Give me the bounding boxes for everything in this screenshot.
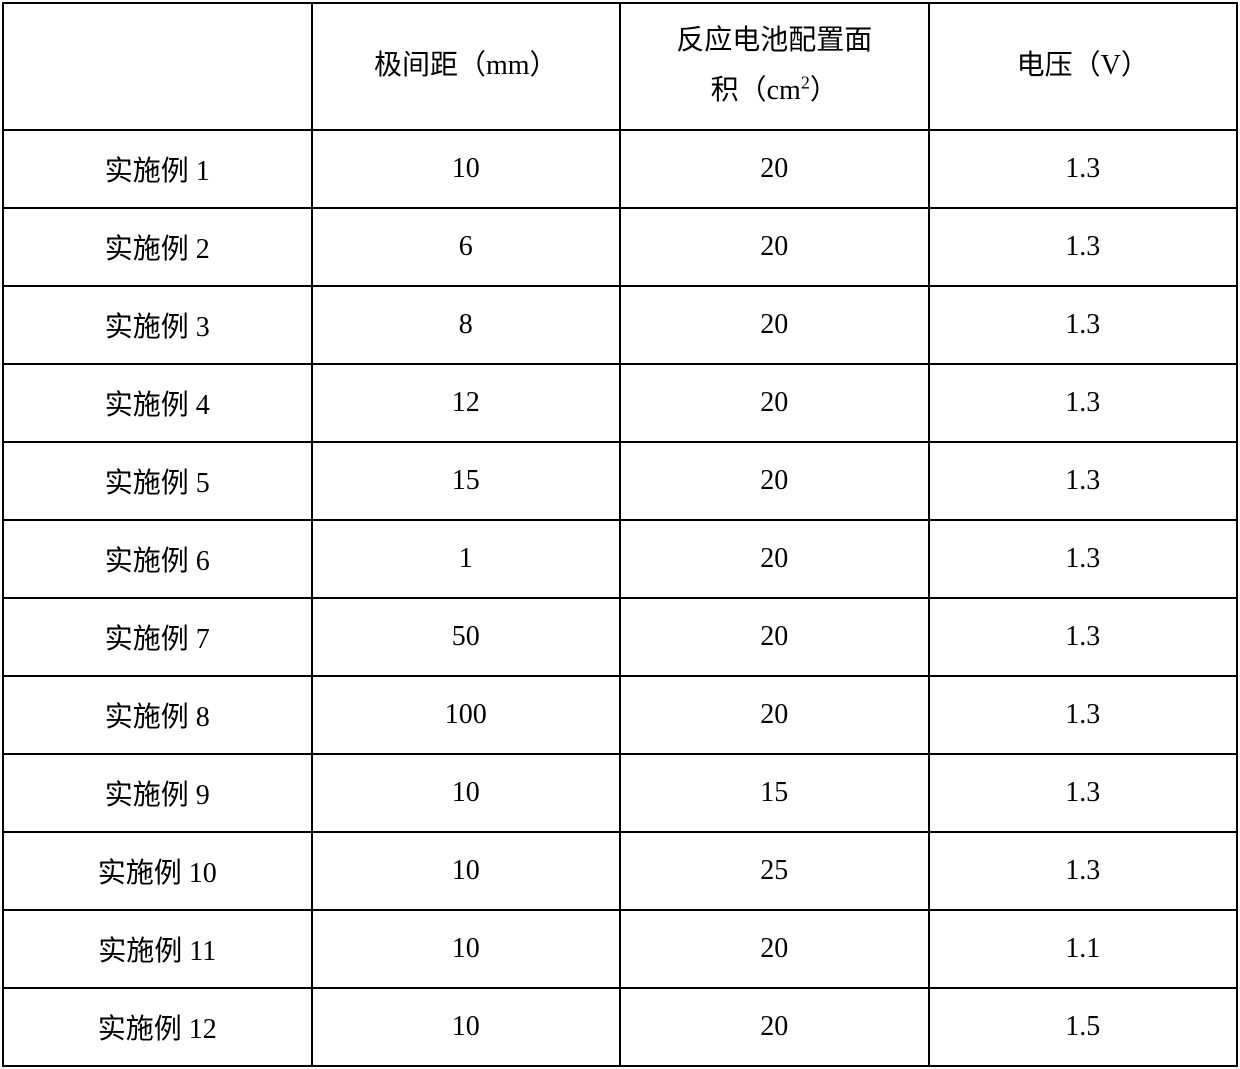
- row-voltage: 1.3: [929, 286, 1238, 364]
- row-voltage: 1.3: [929, 520, 1238, 598]
- header-gap: 极间距（mm）: [312, 3, 621, 130]
- header-area-line2-pre: 积（cm: [711, 75, 801, 106]
- table-row: 实施例 9 10 15 1.3: [3, 754, 1237, 832]
- header-area-line1: 反应电池配置面: [676, 25, 872, 56]
- table-row: 实施例 4 12 20 1.3: [3, 364, 1237, 442]
- row-gap: 12: [312, 364, 621, 442]
- row-area: 20: [620, 208, 929, 286]
- table-row: 实施例 6 1 20 1.3: [3, 520, 1237, 598]
- row-voltage: 1.3: [929, 598, 1238, 676]
- row-voltage: 1.3: [929, 676, 1238, 754]
- row-label: 实施例 8: [3, 676, 312, 754]
- row-label: 实施例 4: [3, 364, 312, 442]
- row-area: 20: [620, 676, 929, 754]
- row-voltage: 1.1: [929, 910, 1238, 988]
- table-row: 实施例 12 10 20 1.5: [3, 988, 1237, 1066]
- row-gap: 10: [312, 910, 621, 988]
- row-area: 20: [620, 598, 929, 676]
- data-table: 极间距（mm） 反应电池配置面 积（cm2） 电压（V） 实施例 1 10 20…: [2, 2, 1238, 1067]
- row-label: 实施例 7: [3, 598, 312, 676]
- header-voltage: 电压（V）: [929, 3, 1238, 130]
- table-row: 实施例 8 100 20 1.3: [3, 676, 1237, 754]
- row-gap: 10: [312, 754, 621, 832]
- table-row: 实施例 2 6 20 1.3: [3, 208, 1237, 286]
- row-voltage: 1.3: [929, 754, 1238, 832]
- row-area: 20: [620, 988, 929, 1066]
- row-label: 实施例 1: [3, 130, 312, 208]
- row-gap: 10: [312, 988, 621, 1066]
- table-row: 实施例 3 8 20 1.3: [3, 286, 1237, 364]
- table-row: 实施例 10 10 25 1.3: [3, 832, 1237, 910]
- row-label: 实施例 11: [3, 910, 312, 988]
- header-area: 反应电池配置面 积（cm2）: [620, 3, 929, 130]
- table-row: 实施例 11 10 20 1.1: [3, 910, 1237, 988]
- row-label: 实施例 2: [3, 208, 312, 286]
- row-area: 15: [620, 754, 929, 832]
- row-voltage: 1.5: [929, 988, 1238, 1066]
- row-gap: 10: [312, 832, 621, 910]
- row-area: 20: [620, 286, 929, 364]
- row-gap: 8: [312, 286, 621, 364]
- row-gap: 6: [312, 208, 621, 286]
- row-label: 实施例 5: [3, 442, 312, 520]
- row-gap: 100: [312, 676, 621, 754]
- row-area: 20: [620, 442, 929, 520]
- row-voltage: 1.3: [929, 130, 1238, 208]
- row-area: 20: [620, 910, 929, 988]
- row-gap: 1: [312, 520, 621, 598]
- row-gap: 10: [312, 130, 621, 208]
- row-area: 25: [620, 832, 929, 910]
- row-label: 实施例 12: [3, 988, 312, 1066]
- table-body: 实施例 1 10 20 1.3 实施例 2 6 20 1.3 实施例 3 8 2…: [3, 130, 1237, 1066]
- row-area: 20: [620, 364, 929, 442]
- row-voltage: 1.3: [929, 208, 1238, 286]
- row-label: 实施例 9: [3, 754, 312, 832]
- row-voltage: 1.3: [929, 442, 1238, 520]
- row-area: 20: [620, 520, 929, 598]
- row-area: 20: [620, 130, 929, 208]
- row-label: 实施例 6: [3, 520, 312, 598]
- row-gap: 15: [312, 442, 621, 520]
- header-area-line2-post: ）: [810, 75, 838, 106]
- superscript-2: 2: [801, 73, 810, 93]
- header-empty: [3, 3, 312, 130]
- table-header-row: 极间距（mm） 反应电池配置面 积（cm2） 电压（V）: [3, 3, 1237, 130]
- table-row: 实施例 5 15 20 1.3: [3, 442, 1237, 520]
- row-label: 实施例 10: [3, 832, 312, 910]
- row-voltage: 1.3: [929, 364, 1238, 442]
- table-row: 实施例 7 50 20 1.3: [3, 598, 1237, 676]
- table-row: 实施例 1 10 20 1.3: [3, 130, 1237, 208]
- row-gap: 50: [312, 598, 621, 676]
- row-label: 实施例 3: [3, 286, 312, 364]
- row-voltage: 1.3: [929, 832, 1238, 910]
